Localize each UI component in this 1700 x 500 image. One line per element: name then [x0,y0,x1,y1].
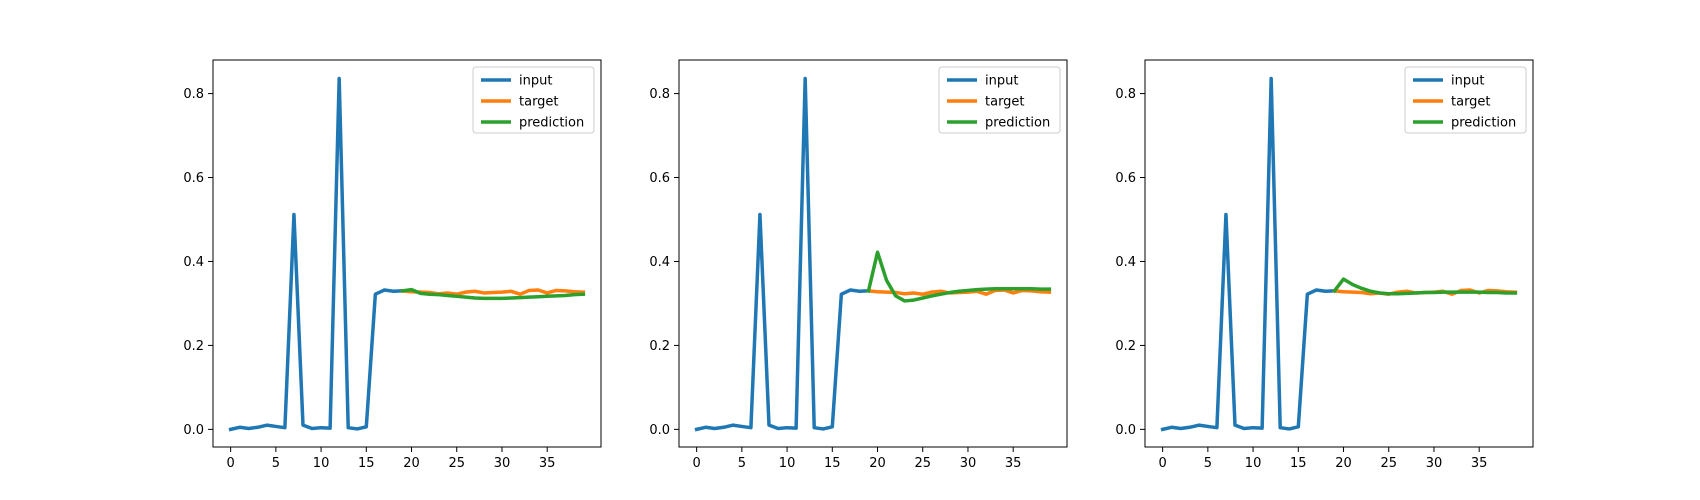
y-tick-label: 0.8 [1115,87,1136,102]
plot-lines [228,76,586,432]
x-tick-label: 25 [914,456,931,471]
y-tick-label: 0.4 [649,255,670,270]
legend-label-target: target [519,95,559,110]
legend-label-prediction: prediction [985,116,1050,131]
y-tick-label: 0.8 [183,87,204,102]
x-tick-label: 30 [960,456,977,471]
x-tick-label: 15 [1290,456,1307,471]
axes-frame [678,59,1068,448]
legend-box [938,66,1061,134]
x-tick-label: 10 [779,456,796,471]
x-tick-label: 15 [358,456,375,471]
series-line-prediction [400,287,586,301]
x-tick-label: 35 [1471,456,1488,471]
legend-label-target: target [1451,95,1491,110]
plot-lines [1160,76,1518,432]
x-tick-label: 5 [738,456,746,471]
x-tick-label: 0 [226,456,234,471]
x-tick-label: 20 [1335,456,1352,471]
legend-label-prediction: prediction [519,116,584,131]
plot-lines [694,76,1052,432]
x-tick-label: 0 [1158,456,1166,471]
y-tick-label: 0.2 [649,339,670,354]
subplot-1: 0 5 10 15 20 25 30 35 0.0 0.2 0.4 0.6 0.8 input target… [183,59,602,471]
x-tick-label: 35 [1005,456,1022,471]
series-line-prediction [1332,277,1518,296]
y-tick-label: 0.6 [649,171,670,186]
x-tick-label: 20 [869,456,886,471]
x-tick-label: 25 [448,456,465,471]
y-tick-label: 0.8 [649,87,670,102]
y-tick-label: 0.0 [649,423,670,438]
x-tick-label: 10 [1245,456,1262,471]
legend: input target prediction [472,66,595,134]
y-tick-label: 0.6 [183,171,204,186]
subplot-2: 0 5 10 15 20 25 30 35 0.0 0.2 0.4 0.6 0.8 input target… [649,59,1068,471]
legend-label-input: input [985,74,1018,89]
axes-frame [212,59,602,448]
x-tick-label: 35 [539,456,556,471]
y-tick-label: 0.4 [183,255,204,270]
y-tick-label: 0.4 [1115,255,1136,270]
x-tick-label: 10 [313,456,330,471]
y-tick-label: 0.0 [183,423,204,438]
x-tick-label: 30 [494,456,511,471]
x-tick-label: 30 [1426,456,1443,471]
x-tick-label: 5 [1204,456,1212,471]
series-line-prediction [866,250,1052,303]
legend-label-input: input [519,74,552,89]
legend-box [1404,66,1527,134]
y-tick-label: 0.2 [183,339,204,354]
axes-frame [1144,59,1534,448]
x-tick-label: 5 [272,456,280,471]
x-tick-label: 25 [1380,456,1397,471]
x-tick-label: 20 [403,456,420,471]
y-tick-label: 0.6 [1115,171,1136,186]
y-tick-label: 0.2 [1115,339,1136,354]
legend-box [472,66,595,134]
y-tick-label: 0.0 [1115,423,1136,438]
series-line-input [694,76,871,432]
subplot-3: 0 5 10 15 20 25 30 35 0.0 0.2 0.4 0.6 0.8 input target… [1115,59,1534,471]
series-line-input [228,76,405,432]
series-line-input [1160,76,1337,432]
legend-label-prediction: prediction [1451,116,1516,131]
x-tick-label: 15 [824,456,841,471]
legend-label-input: input [1451,74,1484,89]
legend: input target prediction [1404,66,1527,134]
legend-label-target: target [985,95,1025,110]
legend: input target prediction [938,66,1061,134]
x-tick-label: 0 [692,456,700,471]
